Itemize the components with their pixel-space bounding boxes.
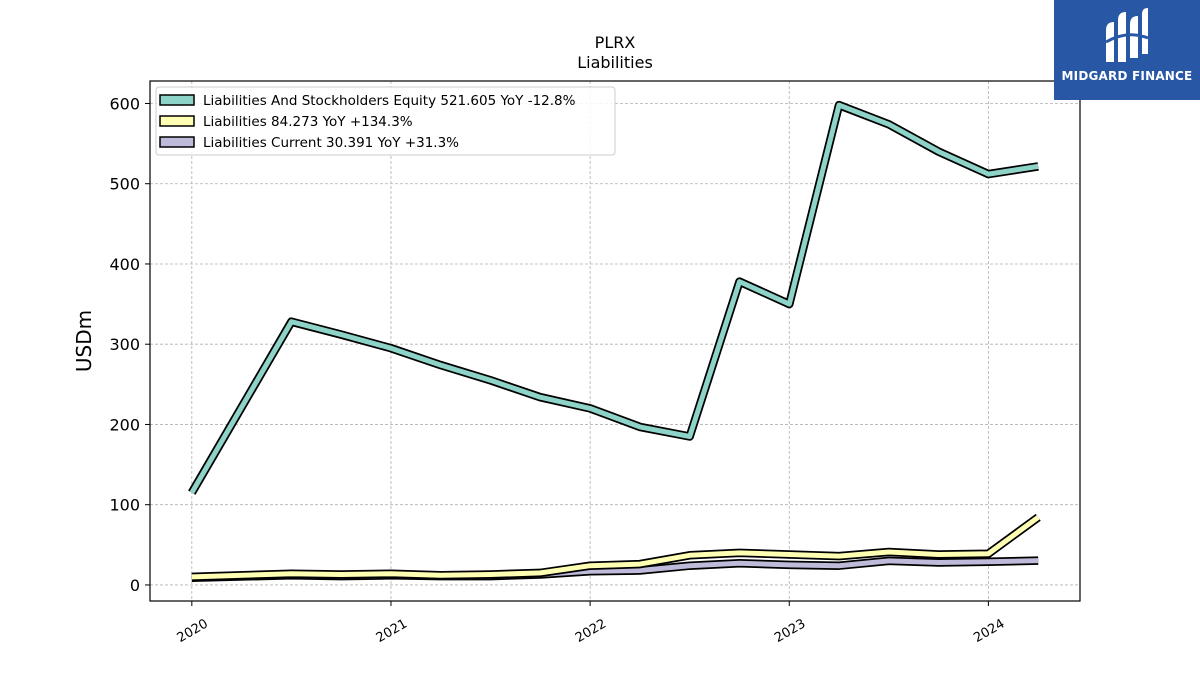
x-tick-label: 2020 xyxy=(175,616,211,646)
x-tick-label: 2024 xyxy=(971,616,1007,646)
legend-swatch xyxy=(159,136,195,148)
legend-swatch xyxy=(159,94,195,106)
plot-frame xyxy=(149,80,1081,602)
legend-swatch xyxy=(159,115,195,127)
series-line-liabilities-and-stockholders-equity xyxy=(189,102,1039,494)
logo-text: MIDGARD FINANCE xyxy=(1061,69,1193,83)
y-tick-label: 100 xyxy=(109,496,140,515)
series-layer xyxy=(188,100,1041,582)
legend-entry: Liabilities Current 30.391 YoY +31.3% xyxy=(203,135,459,151)
y-axis-label: USDm xyxy=(72,310,96,372)
chart-title: PLRX xyxy=(595,33,636,52)
y-tick-label: 400 xyxy=(109,255,140,274)
legend-box xyxy=(155,86,616,156)
y-tick-label: 600 xyxy=(109,94,140,113)
chart-subtitle: Liabilities xyxy=(577,53,653,72)
grid xyxy=(150,81,1080,601)
legend-entry: Liabilities And Stockholders Equity 521.… xyxy=(203,93,576,109)
x-tick-label: 2022 xyxy=(573,616,609,646)
midgard-finance-logo: MIDGARD FINANCE xyxy=(1054,0,1200,100)
x-tick-label: 2023 xyxy=(772,616,808,646)
legend-entry: Liabilities 84.273 YoY +134.3% xyxy=(203,114,413,130)
y-tick-label: 0 xyxy=(130,576,140,595)
x-tick-label: 2021 xyxy=(374,616,410,646)
series-line-liabilities xyxy=(191,515,1040,580)
y-tick-label: 300 xyxy=(109,335,140,354)
y-tick-label: 200 xyxy=(109,415,140,434)
series-outline-liabilities xyxy=(191,513,1041,582)
series-outline-liabilities-and-stockholders-equity xyxy=(188,100,1039,495)
logo-mark-icon xyxy=(1105,8,1149,62)
y-tick-label: 500 xyxy=(109,175,140,194)
legend: Liabilities And Stockholders Equity 521.… xyxy=(155,86,616,156)
